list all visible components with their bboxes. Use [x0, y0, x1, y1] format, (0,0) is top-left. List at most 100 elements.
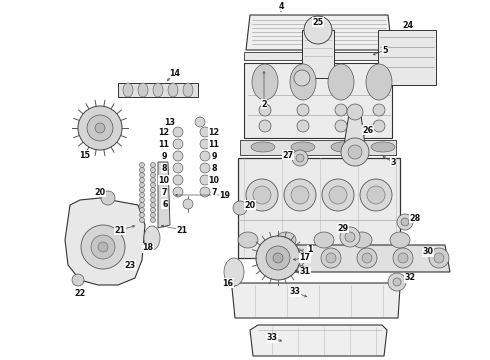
Circle shape	[348, 145, 362, 159]
Circle shape	[173, 139, 183, 149]
Circle shape	[367, 186, 385, 204]
Text: 19: 19	[220, 190, 230, 199]
Circle shape	[304, 16, 332, 44]
Circle shape	[362, 253, 372, 263]
Circle shape	[294, 70, 310, 86]
Text: 16: 16	[222, 279, 234, 288]
Circle shape	[173, 175, 183, 185]
Circle shape	[393, 248, 413, 268]
Circle shape	[434, 253, 444, 263]
Circle shape	[150, 198, 155, 202]
Circle shape	[398, 253, 408, 263]
Bar	[378, 30, 436, 85]
Text: 10: 10	[158, 176, 170, 185]
Circle shape	[140, 172, 145, 177]
Ellipse shape	[251, 142, 275, 152]
Circle shape	[173, 151, 183, 161]
Circle shape	[335, 120, 347, 132]
Text: 29: 29	[338, 224, 348, 233]
Text: 22: 22	[74, 288, 86, 297]
Circle shape	[340, 227, 360, 247]
Circle shape	[173, 187, 183, 197]
Circle shape	[200, 163, 210, 173]
Text: 21: 21	[176, 225, 188, 234]
Circle shape	[140, 183, 145, 188]
Circle shape	[173, 127, 183, 137]
Circle shape	[256, 236, 300, 280]
Circle shape	[259, 104, 271, 116]
Circle shape	[200, 151, 210, 161]
Ellipse shape	[123, 83, 133, 97]
Circle shape	[259, 120, 271, 132]
Polygon shape	[344, 108, 365, 155]
Circle shape	[140, 167, 145, 172]
Ellipse shape	[371, 142, 395, 152]
Circle shape	[393, 278, 401, 286]
Circle shape	[150, 167, 155, 172]
Text: 8: 8	[211, 163, 217, 172]
Circle shape	[78, 106, 122, 150]
Circle shape	[150, 202, 155, 207]
Circle shape	[296, 154, 304, 162]
Ellipse shape	[252, 64, 278, 100]
Circle shape	[87, 115, 113, 141]
Text: 11: 11	[209, 140, 220, 149]
Circle shape	[98, 242, 108, 252]
Text: 25: 25	[313, 18, 323, 27]
Circle shape	[321, 248, 341, 268]
Text: 31: 31	[299, 267, 311, 276]
Text: 6: 6	[161, 199, 167, 208]
Circle shape	[429, 248, 449, 268]
Circle shape	[72, 274, 84, 286]
Text: 32: 32	[404, 274, 416, 283]
Circle shape	[173, 163, 183, 173]
Bar	[302, 30, 334, 78]
Polygon shape	[244, 52, 394, 60]
Ellipse shape	[291, 142, 315, 152]
Text: 28: 28	[409, 213, 420, 222]
Circle shape	[150, 162, 155, 167]
Circle shape	[140, 217, 145, 222]
Circle shape	[360, 179, 392, 211]
Circle shape	[150, 193, 155, 198]
Circle shape	[373, 120, 385, 132]
Circle shape	[357, 248, 377, 268]
Circle shape	[91, 235, 115, 259]
Circle shape	[140, 188, 145, 193]
Circle shape	[150, 207, 155, 212]
Polygon shape	[250, 325, 387, 356]
Circle shape	[397, 214, 413, 230]
Text: 6: 6	[162, 199, 168, 208]
Circle shape	[233, 201, 247, 215]
Circle shape	[195, 117, 205, 127]
Circle shape	[246, 179, 278, 211]
Text: 20: 20	[95, 188, 105, 197]
Text: 12: 12	[158, 127, 170, 136]
Circle shape	[200, 127, 210, 137]
Circle shape	[322, 179, 354, 211]
Polygon shape	[246, 15, 392, 50]
Circle shape	[200, 187, 210, 197]
Circle shape	[81, 225, 125, 269]
Text: 23: 23	[124, 261, 136, 270]
Text: 5: 5	[382, 45, 388, 54]
Ellipse shape	[138, 83, 148, 97]
Ellipse shape	[183, 83, 193, 97]
Text: 7: 7	[211, 188, 217, 197]
Text: 26: 26	[363, 126, 373, 135]
Polygon shape	[238, 158, 400, 258]
Circle shape	[150, 212, 155, 217]
Circle shape	[140, 198, 145, 202]
Circle shape	[329, 186, 347, 204]
Circle shape	[290, 253, 300, 263]
Polygon shape	[240, 140, 396, 155]
Circle shape	[266, 246, 290, 270]
Text: 20: 20	[245, 201, 256, 210]
Text: 13: 13	[165, 117, 175, 126]
Circle shape	[388, 273, 406, 291]
Circle shape	[140, 212, 145, 217]
Text: 14: 14	[170, 68, 180, 77]
Text: 15: 15	[79, 150, 91, 159]
Circle shape	[341, 138, 369, 166]
Text: 1: 1	[307, 246, 313, 255]
